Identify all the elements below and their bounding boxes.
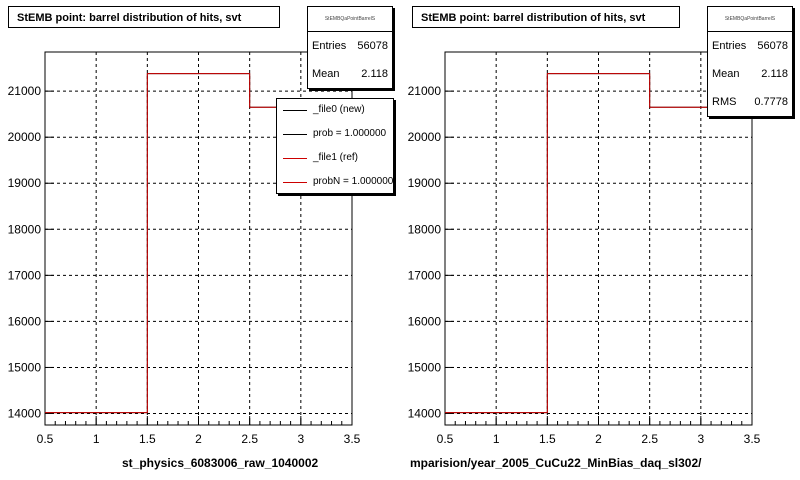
legend-line-icon — [283, 158, 307, 159]
pad-caption: mparision/year_2005_CuCu22_MinBias_daq_s… — [410, 456, 702, 470]
y-tick-label: 19000 — [408, 176, 442, 190]
legend-label: probN = 1.000000 — [313, 176, 394, 187]
histogram-title: StEMB point: barrel distribution of hits… — [8, 6, 280, 28]
y-tick-label: 16000 — [408, 314, 442, 328]
y-tick-label: 16000 — [8, 314, 42, 328]
x-tick-label: 1 — [93, 432, 100, 446]
stats-box: StEMBQaPointBarrelS Entries 56078 Mean 2… — [707, 6, 793, 117]
stats-row-mean: Mean 2.118 — [708, 60, 792, 88]
legend-label: prob = 1.000000 — [313, 128, 387, 139]
stats-value: 0.7778 — [754, 96, 788, 108]
x-tick-label: 2.5 — [241, 432, 258, 446]
y-tick-label: 17000 — [8, 268, 42, 282]
legend-entry-prob: prob = 1.000000 — [277, 123, 393, 147]
x-tick-label: 2.5 — [641, 432, 658, 446]
y-tick-label: 15000 — [8, 360, 42, 374]
legend-entry-probn: probN = 1.000000 — [277, 171, 394, 193]
stats-row-entries: Entries 56078 — [308, 32, 392, 60]
stats-value: 2.118 — [761, 68, 788, 80]
stats-value: 56078 — [357, 40, 388, 52]
stats-row-entries: Entries 56078 — [708, 32, 792, 60]
stats-label: Entries — [312, 40, 347, 52]
histogram-title: StEMB point: barrel distribution of hits… — [412, 6, 680, 28]
x-tick-label: 0.5 — [437, 432, 454, 446]
stats-box: StEMBQaPointBarrelS Entries 56078 Mean 2… — [307, 6, 393, 89]
x-tick-label: 3 — [697, 432, 704, 446]
x-tick-label: 0.5 — [37, 432, 54, 446]
stats-label: RMS — [712, 96, 737, 108]
y-tick-label: 21000 — [8, 84, 42, 98]
x-tick-label: 2 — [595, 432, 602, 446]
stats-row-mean: Mean 2.118 — [308, 60, 392, 88]
x-tick-label: 1.5 — [139, 432, 156, 446]
x-tick-label: 3.5 — [744, 432, 761, 446]
histogram-series-ref — [45, 73, 352, 414]
x-tick-label: 3 — [297, 432, 304, 446]
stats-value: 2.118 — [361, 68, 388, 80]
legend-line-icon — [283, 110, 307, 111]
pad-caption: st_physics_6083006_raw_1040002 — [122, 456, 319, 470]
stats-label: Mean — [312, 68, 340, 80]
x-tick-label: 3.5 — [344, 432, 361, 446]
y-tick-label: 15000 — [408, 360, 442, 374]
y-tick-label: 17000 — [408, 268, 442, 282]
x-tick-label: 1.5 — [539, 432, 556, 446]
legend-label: _file0 (new) — [313, 104, 365, 115]
y-tick-label: 20000 — [408, 130, 442, 144]
legend-entry-new: _file0 (new) — [277, 99, 393, 123]
stats-value: 56078 — [757, 40, 788, 52]
stats-label: Entries — [712, 40, 747, 52]
histogram-pad-left: 0.5 1 1.5 2 2.5 3 3.5 14000 15000 16000 17000 18000… — [8, 6, 394, 470]
y-tick-label: 18000 — [408, 222, 442, 236]
x-tick-label: 1 — [493, 432, 500, 446]
y-tick-label: 20000 — [8, 130, 42, 144]
legend-line-icon — [283, 182, 307, 183]
y-tick-label: 19000 — [8, 176, 42, 190]
histogram-canvas-right: 0.5 1 1.5 2 2.5 3 3.5 14000 15000 16000 17000 18000… — [408, 51, 761, 446]
stats-row-rms: RMS 0.7778 — [708, 88, 792, 116]
legend-label: _file1 (ref) — [313, 152, 359, 163]
histogram-pad-right: 0.5 1 1.5 2 2.5 3 3.5 14000 15000 16000 17000 18000… — [400, 0, 800, 480]
legend-box: _file0 (new) prob = 1.000000 _file1 (ref… — [276, 98, 394, 194]
histogram-series-ref — [445, 73, 752, 414]
y-tick-label: 21000 — [408, 84, 442, 98]
x-tick-label: 2 — [195, 432, 202, 446]
stats-label: Mean — [712, 68, 740, 80]
y-tick-label: 14000 — [408, 406, 442, 420]
legend-line-icon — [283, 134, 307, 135]
legend-entry-ref: _file1 (ref) — [277, 147, 393, 171]
y-tick-label: 14000 — [8, 406, 42, 420]
stats-box-name: StEMBQaPointBarrelS — [708, 7, 792, 32]
y-tick-label: 18000 — [8, 222, 42, 236]
stats-box-name: StEMBQaPointBarrelS — [308, 7, 392, 32]
